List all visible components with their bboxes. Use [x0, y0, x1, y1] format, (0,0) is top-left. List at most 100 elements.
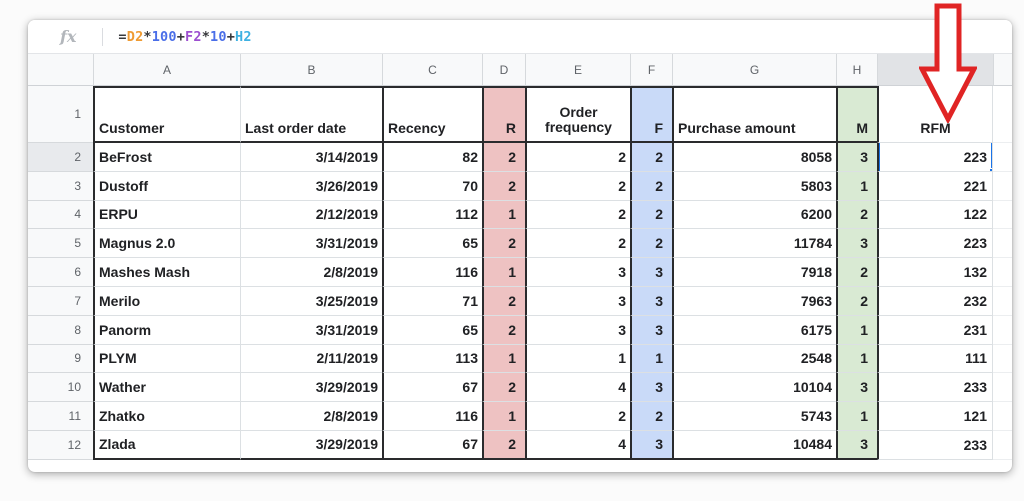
cell-m-score[interactable]: 3 [836, 229, 877, 259]
cell-order-frequency[interactable]: 2 [525, 229, 630, 259]
cell-customer[interactable]: Dustoff [93, 171, 240, 201]
cell-rfm[interactable]: 132 [877, 258, 993, 287]
row-header[interactable]: 3 [28, 171, 93, 201]
cell-r-score[interactable]: 2 [482, 229, 525, 259]
column-header-B[interactable]: B [240, 54, 382, 86]
row-header[interactable]: 10 [28, 373, 93, 403]
cell-r-score[interactable]: 2 [482, 143, 525, 172]
cell-m-score[interactable]: 3 [836, 373, 877, 403]
cell-m-score[interactable]: 2 [836, 258, 877, 287]
cell-rfm[interactable]: 223 [877, 229, 993, 259]
cell-customer[interactable]: Zlada [93, 430, 240, 460]
cell-recency[interactable]: 82 [382, 143, 482, 172]
formula-input[interactable]: =D2*100+F2*10+H2 [118, 29, 251, 45]
cell-m-header[interactable]: M [836, 86, 877, 143]
cell-purchase-amount-header[interactable]: Purchase amount [672, 86, 836, 143]
cell-f-score[interactable]: 2 [630, 229, 672, 259]
cell-customer[interactable]: BeFrost [93, 143, 240, 172]
cell-order-frequency[interactable]: 2 [525, 143, 630, 172]
cell-customer[interactable]: ERPU [93, 200, 240, 230]
cell-purchase-amount[interactable]: 2548 [672, 344, 836, 374]
cell-f-score[interactable]: 3 [630, 315, 672, 345]
cell-recency[interactable]: 113 [382, 344, 482, 374]
cell-last-order-date[interactable]: 3/31/2019 [240, 315, 382, 345]
cell-rfm[interactable]: 111 [877, 344, 993, 374]
row-header[interactable]: 4 [28, 200, 93, 230]
cell-order-frequency[interactable]: 1 [525, 344, 630, 374]
cell-last-order-date[interactable]: 3/14/2019 [240, 143, 382, 172]
cell-customer[interactable]: Zhatko [93, 402, 240, 431]
cell-last-order-date[interactable]: 2/12/2019 [240, 200, 382, 230]
cell-recency[interactable]: 116 [382, 258, 482, 287]
cell-purchase-amount[interactable]: 7963 [672, 286, 836, 316]
cell-rfm[interactable]: 121 [877, 402, 993, 431]
cell-last-order-date[interactable]: 3/29/2019 [240, 430, 382, 460]
cell-purchase-amount[interactable]: 10484 [672, 430, 836, 460]
cell-customer[interactable]: Mashes Mash [93, 258, 240, 287]
cell-recency[interactable]: 65 [382, 229, 482, 259]
cell-last-order-date[interactable]: 3/29/2019 [240, 373, 382, 403]
cell-r-score[interactable]: 2 [482, 430, 525, 460]
cell-m-score[interactable]: 1 [836, 315, 877, 345]
cell-last-order-header[interactable]: Last order date [240, 86, 382, 143]
cell-f-score[interactable]: 2 [630, 402, 672, 431]
cell-rfm[interactable]: 233 [877, 430, 993, 460]
cell-customer[interactable]: PLYM [93, 344, 240, 374]
cell-order-frequency[interactable]: 3 [525, 315, 630, 345]
cell-f-score[interactable]: 2 [630, 143, 672, 172]
cell-purchase-amount[interactable]: 6175 [672, 315, 836, 345]
cell-r-score[interactable]: 1 [482, 344, 525, 374]
cell-order-frequency[interactable]: 2 [525, 200, 630, 230]
cell-recency[interactable]: 71 [382, 286, 482, 316]
cell-customer[interactable]: Merilo [93, 286, 240, 316]
cell-last-order-date[interactable]: 3/31/2019 [240, 229, 382, 259]
cell-m-score[interactable]: 3 [836, 143, 877, 172]
cell-order-frequency[interactable]: 2 [525, 402, 630, 431]
cell-order-frequency[interactable]: 4 [525, 430, 630, 460]
cell-m-score[interactable]: 1 [836, 402, 877, 431]
column-header-F[interactable]: F [630, 54, 672, 86]
column-header-A[interactable]: A [93, 54, 240, 86]
row-header[interactable]: 2 [28, 143, 93, 172]
cell-recency[interactable]: 67 [382, 430, 482, 460]
cell-recency[interactable]: 70 [382, 171, 482, 201]
row-header[interactable]: 12 [28, 430, 93, 460]
cell-r-score[interactable]: 1 [482, 258, 525, 287]
cell-r-score[interactable]: 1 [482, 200, 525, 230]
cell-last-order-date[interactable]: 2/8/2019 [240, 258, 382, 287]
cell-r-score[interactable]: 2 [482, 286, 525, 316]
column-header-G[interactable]: G [672, 54, 836, 86]
column-header-E[interactable]: E [525, 54, 630, 86]
cell-f-score[interactable]: 2 [630, 200, 672, 230]
cell-r-header[interactable]: R [482, 86, 525, 143]
cell-purchase-amount[interactable]: 5743 [672, 402, 836, 431]
column-header-D[interactable]: D [482, 54, 525, 86]
cell-f-header[interactable]: F [630, 86, 672, 143]
cell-f-score[interactable]: 2 [630, 171, 672, 201]
cell-rfm[interactable]: 221 [877, 171, 993, 201]
row-header[interactable]: 9 [28, 344, 93, 374]
row-header[interactable]: 7 [28, 286, 93, 316]
cell-m-score[interactable]: 2 [836, 286, 877, 316]
cell-order-frequency-header[interactable]: Order frequency [525, 86, 630, 143]
cell-f-score[interactable]: 1 [630, 344, 672, 374]
row-header[interactable]: 8 [28, 315, 93, 345]
cell-customer[interactable]: Magnus 2.0 [93, 229, 240, 259]
cell-f-score[interactable]: 3 [630, 373, 672, 403]
cell-customer[interactable]: Panorm [93, 315, 240, 345]
cell-order-frequency[interactable]: 2 [525, 171, 630, 201]
cell-f-score[interactable]: 3 [630, 286, 672, 316]
column-header-H[interactable]: H [836, 54, 877, 86]
column-header-C[interactable]: C [382, 54, 482, 86]
cell-m-score[interactable]: 2 [836, 200, 877, 230]
cell-purchase-amount[interactable]: 8058 [672, 143, 836, 172]
cell-recency[interactable]: 116 [382, 402, 482, 431]
cell-order-frequency[interactable]: 4 [525, 373, 630, 403]
cell-r-score[interactable]: 1 [482, 402, 525, 431]
cell-rfm[interactable]: 223 [877, 143, 993, 172]
cell-recency[interactable]: 112 [382, 200, 482, 230]
cell-rfm[interactable]: 233 [877, 373, 993, 403]
cell-f-score[interactable]: 3 [630, 258, 672, 287]
cell-customer[interactable]: Wather [93, 373, 240, 403]
cell-order-frequency[interactable]: 3 [525, 286, 630, 316]
